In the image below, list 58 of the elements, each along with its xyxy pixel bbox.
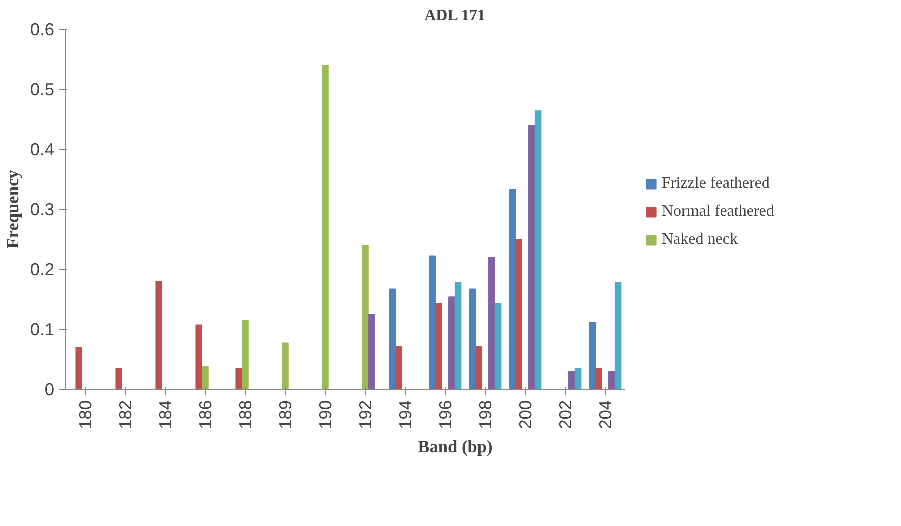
bar (469, 288, 476, 390)
x-tick-label: 182 (116, 400, 136, 430)
bar (568, 371, 576, 390)
x-tick-label: 192 (356, 400, 376, 430)
bar (196, 324, 202, 390)
x-tick-label: 200 (516, 400, 536, 430)
x-tick-label: 202 (556, 400, 576, 430)
bar (389, 288, 396, 390)
bar (574, 368, 582, 390)
x-tick-label: 189 (276, 400, 296, 430)
bar (608, 371, 616, 390)
legend-label: Frizzle feathered (662, 175, 770, 193)
y-axis-title: Frequency (3, 170, 22, 249)
y-tick-label: 0.2 (30, 260, 55, 280)
x-axis-title: Band (bp) (418, 437, 494, 456)
legend-label: Normal feathered (662, 203, 774, 221)
x-tick-label: 190 (316, 400, 336, 430)
bar (282, 342, 289, 390)
chart-title: ADL 171 (424, 8, 486, 24)
legend-label: Naked neck (662, 231, 738, 249)
bar (396, 346, 402, 390)
bar (528, 125, 536, 390)
bar (494, 303, 502, 390)
bar (76, 347, 82, 390)
bar (534, 110, 542, 390)
x-tick-label: 198 (476, 400, 496, 430)
y-tick-label: 0.5 (30, 80, 55, 100)
x-tick-label: 196 (436, 400, 456, 430)
bar (368, 314, 376, 390)
bar (614, 282, 622, 390)
x-tick-label: 186 (196, 400, 216, 430)
bar (596, 368, 602, 390)
y-tick-label: 0.4 (30, 140, 55, 160)
bar (362, 245, 369, 390)
bar (488, 257, 496, 390)
y-tick-label: 0.3 (30, 200, 55, 220)
bar (156, 281, 162, 390)
x-tick-label: 188 (236, 400, 256, 430)
bar (476, 346, 482, 390)
bar (429, 256, 436, 390)
y-tick-label: 0 (44, 380, 55, 400)
bar (242, 320, 249, 390)
bar (236, 368, 242, 390)
bar (322, 65, 329, 390)
x-tick-label: 180 (76, 400, 96, 430)
bar (448, 296, 456, 390)
x-tick-label: 204 (596, 400, 616, 430)
bar (509, 189, 516, 390)
x-tick-label: 184 (156, 400, 176, 430)
bar (202, 366, 209, 390)
bar (436, 303, 442, 390)
bar (589, 322, 596, 390)
y-tick-label: 0.6 (30, 20, 55, 40)
x-tick-label: 194 (396, 400, 416, 430)
bar (516, 239, 522, 390)
bar (454, 282, 462, 390)
y-tick-label: 0.1 (30, 320, 55, 340)
bar (116, 368, 122, 390)
